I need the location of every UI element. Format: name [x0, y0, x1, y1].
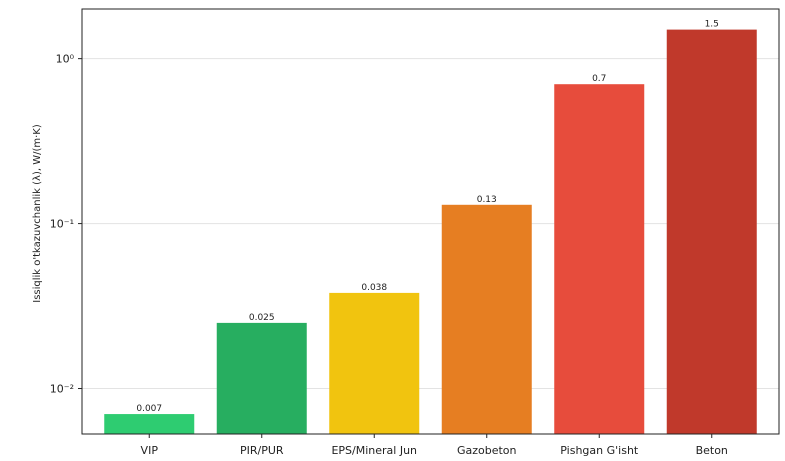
y-axis-label: Issiqlik o'tkazuvchanlik (λ), W/(m·K) — [32, 124, 43, 303]
bar — [104, 414, 195, 434]
x-tick-label: Gazobeton — [457, 444, 517, 457]
bar-value-label: 0.13 — [477, 195, 497, 205]
bar — [441, 204, 532, 434]
bars — [104, 29, 757, 434]
bar-value-label: 0.7 — [592, 74, 606, 84]
bar — [329, 292, 420, 434]
y-tick-label: 10⁰ — [56, 53, 75, 66]
x-tick-label: Beton — [696, 444, 728, 457]
x-tick-label: VIP — [141, 444, 159, 457]
bar — [554, 84, 645, 434]
y-tick-label: 10⁻¹ — [50, 218, 74, 231]
bar — [216, 322, 307, 434]
bar — [666, 29, 757, 434]
x-tick-label: PIR/PUR — [240, 444, 284, 457]
plot-frame — [81, 8, 780, 435]
bar-value-label: 0.025 — [249, 313, 275, 323]
bar-value-label: 1.5 — [705, 20, 719, 30]
value-labels: 0.007 0.025 0.038 0.13 0.7 1.5 — [136, 20, 719, 414]
y-axis-ticks: 10⁻² 10⁻¹ 10⁰ — [50, 53, 82, 396]
y-tick-label: 10⁻² — [50, 383, 74, 396]
x-tick-label: EPS/Mineral Jun — [331, 444, 417, 457]
bar-value-label: 0.038 — [361, 283, 387, 293]
x-axis-ticks: VIP PIR/PUR EPS/Mineral Jun Gazobeton Pishga… — [141, 434, 728, 457]
grid-lines — [82, 58, 779, 390]
bar-value-label: 0.007 — [136, 404, 162, 414]
x-tick-label: Pishgan G'isht — [560, 444, 639, 457]
